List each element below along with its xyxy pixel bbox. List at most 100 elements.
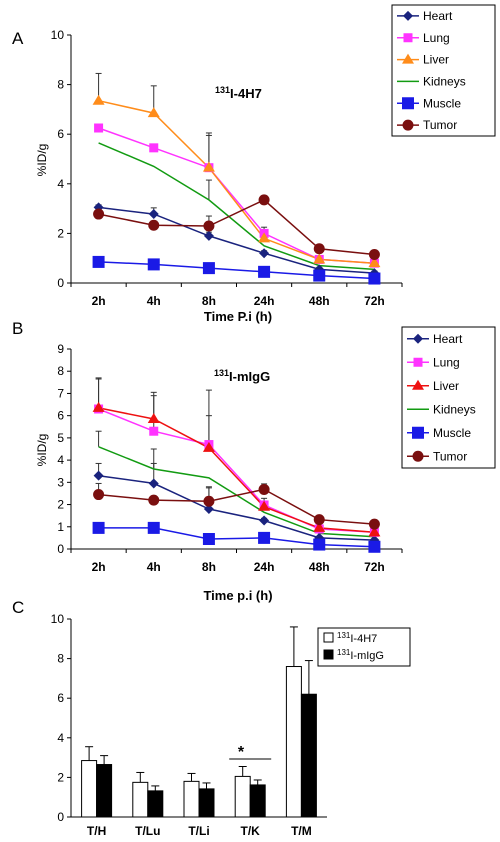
panel-a-y-tick-label: 0 (57, 276, 64, 290)
panel-a-point-liver (147, 107, 160, 118)
panel-a-y-tick-label: 4 (57, 177, 64, 191)
panel-c-legend: 131I-4H7 131I-mIgG (317, 627, 411, 667)
panel-b-point-liver (202, 441, 215, 452)
panel-c-legend-swatch (323, 649, 334, 660)
panel-c-y-tick-label: 10 (51, 612, 65, 626)
panel-b-point-liver (368, 526, 381, 537)
panel-a-point-muscle (258, 265, 271, 278)
panel-a-legend-item-kidneys: Kidneys (397, 74, 466, 88)
panel-b-legend-label: Liver (433, 379, 459, 393)
panel-letter-a: A (12, 29, 24, 48)
panel-a-point-heart (259, 248, 270, 259)
panel-a-point-muscle (313, 269, 326, 282)
panel-b-line-kidneys (98, 446, 375, 538)
panel-a-line-kidneys (98, 142, 375, 271)
panel-b-legend-box (401, 326, 496, 469)
panel-b-legend-swatch-marker (412, 379, 424, 390)
panel-a-legend-label: Lung (423, 31, 450, 45)
panel-b-legend-label: Muscle (433, 426, 471, 440)
panel-b-line-lung (98, 408, 375, 534)
panel-a-legend-label: Kidneys (423, 74, 466, 88)
panel-b-line-muscle (98, 527, 375, 548)
panel-a-point-liver (202, 161, 215, 172)
panel-a-ylabel: %ID/g (35, 144, 49, 177)
panel-c-x-tick-label: T/K (241, 824, 261, 838)
panel-a-y-tick-label: 8 (57, 78, 64, 92)
panel-a-legend-swatch-marker (403, 10, 413, 21)
panel-a-title: 131I-4H7 (215, 85, 262, 101)
panel-c-x-tick-label: T/Li (188, 824, 209, 838)
panel-b-y-tick-label: 0 (57, 542, 64, 556)
panel-a-point-muscle (368, 272, 381, 285)
panel-c-x-tick-label: T/H (87, 824, 106, 838)
panel-c-bar-migg (96, 764, 113, 818)
panel-c-significance: * (238, 744, 245, 761)
panel-a-legend-label: Heart (423, 9, 453, 23)
panel-b-x-tick-label: 8h (202, 560, 216, 574)
panel-letter-c: C (12, 598, 24, 617)
panel-b-point-muscle (147, 521, 160, 534)
panel-b-point-muscle (313, 538, 326, 551)
panel-b-point-heart (259, 515, 270, 526)
panel-b-point-tumor (203, 495, 215, 507)
panel-c-bar-4h7 (81, 760, 98, 818)
panel-b-point-tumor (368, 518, 380, 530)
panel-c-y-tick-label: 2 (57, 770, 64, 784)
panel-b-legend-item-muscle: Muscle (407, 426, 471, 440)
panel-c-bar-4h7 (285, 666, 302, 818)
panel-b-legend: Heart Lung Liver Kidneys Muscle Tumor (401, 326, 496, 469)
panel-b-point-tumor (148, 494, 160, 506)
panel-b-chart: 0 1 2 3 4 5 6 7 8 9 2h 4h 8h 24h 48h 72h Heart Lung Liver K… (57, 326, 496, 574)
panel-b-line-tumor (98, 488, 375, 525)
panel-c-bar-4h7 (132, 781, 149, 818)
panel-a-legend-label: Liver (423, 53, 449, 67)
panel-a-title-sup: 131 (215, 85, 230, 95)
panel-a-point-tumor (93, 208, 105, 220)
panel-c-legend-label: 131I-4H7 (337, 631, 377, 645)
panel-b-legend-item-tumor: Tumor (407, 449, 467, 463)
panel-a-x-tick-label: 48h (309, 294, 330, 308)
panel-a-legend-item-tumor: Tumor (397, 118, 457, 132)
panel-a-point-lung (94, 123, 104, 133)
panel-a-xlabel: Time P.i (h) (204, 309, 272, 324)
panel-c-legend-label-main: I-mIgG (350, 650, 384, 662)
panel-a-point-tumor (203, 220, 215, 232)
panel-b-legend-item-heart: Heart (407, 332, 463, 346)
panel-b-x-tick-label: 24h (254, 560, 275, 574)
panel-a-point-muscle (202, 262, 215, 275)
panel-b-y-tick-label: 4 (57, 453, 64, 467)
panel-b-y-tick-label: 7 (57, 386, 64, 400)
panel-a-legend: Heart Lung Liver Kidneys Muscle Tumor (391, 4, 496, 137)
panel-b-y-tick-label: 6 (57, 409, 64, 423)
panel-a-legend-swatch-marker (402, 53, 414, 64)
panel-b-y-tick-label: 5 (57, 431, 64, 445)
panel-b-title-sup: 131 (214, 368, 229, 378)
panel-b-y-tick-label: 1 (57, 520, 64, 534)
panel-b-point-liver (147, 413, 160, 423)
panel-b-line-liver (98, 407, 375, 534)
panel-b-point-liver (313, 521, 326, 532)
panel-a-legend-item-heart: Heart (397, 9, 453, 23)
panel-b-title-main: I-mIgG (229, 369, 270, 384)
panel-c-legend-item-4h7: 131I-4H7 (323, 631, 377, 645)
panel-a-chart: 0 2 4 6 8 10 2h 4h 8h 24h 48h 72h Heart Lung Liver Kidn… (51, 4, 496, 308)
panel-b-line-heart (98, 474, 375, 541)
panel-a-point-tumor (258, 194, 270, 206)
panel-c-legend-label: 131I-mIgG (337, 648, 384, 662)
panel-c-y-tick-label: 6 (57, 691, 64, 705)
panel-a-y-tick-label: 2 (57, 226, 64, 240)
panel-a-point-heart (148, 209, 159, 220)
panel-c-legend-swatch (323, 632, 334, 643)
panel-b-legend-label: Lung (433, 355, 460, 369)
panel-a-line-tumor (98, 199, 375, 256)
panel-a-point-muscle (147, 258, 160, 271)
panel-b-x-tick-label: 2h (92, 560, 106, 574)
panel-a-x-tick-label: 4h (147, 294, 161, 308)
panel-b-y-tick-label: 2 (57, 498, 64, 512)
panel-a-point-liver (258, 232, 271, 243)
panel-a-legend-item-liver: Liver (397, 53, 449, 67)
panel-b-y-tick-label: 9 (57, 342, 64, 356)
panel-a-legend-label: Tumor (423, 118, 457, 132)
